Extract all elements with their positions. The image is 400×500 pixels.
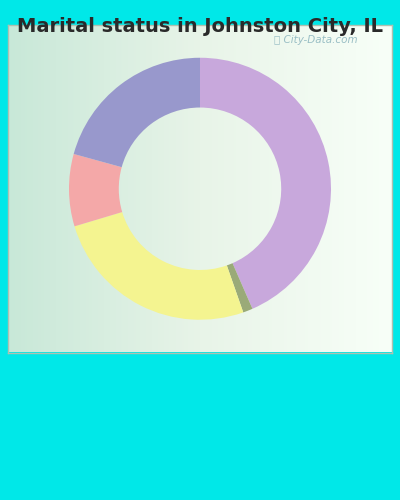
Text: Marital status in Johnston City, IL: Marital status in Johnston City, IL xyxy=(17,18,383,36)
Wedge shape xyxy=(200,58,331,309)
Wedge shape xyxy=(227,263,252,312)
Text: ⓘ City-Data.com: ⓘ City-Data.com xyxy=(274,35,357,45)
Legend:  xyxy=(194,420,206,432)
Wedge shape xyxy=(69,154,122,226)
Wedge shape xyxy=(74,58,200,167)
Wedge shape xyxy=(74,212,243,320)
